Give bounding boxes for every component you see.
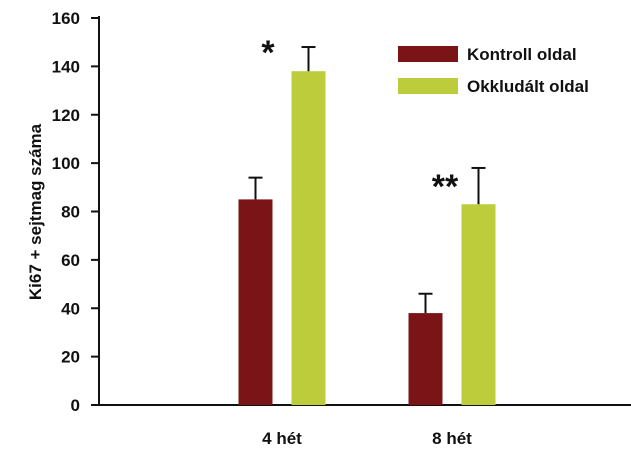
y-tick-label: 80 bbox=[61, 203, 80, 222]
y-tick-label: 40 bbox=[61, 299, 80, 318]
y-tick-label: 20 bbox=[61, 348, 80, 367]
significance-marker: * bbox=[261, 34, 275, 72]
y-tick-label: 120 bbox=[52, 106, 80, 125]
legend-swatch-kontroll bbox=[398, 46, 458, 62]
bar bbox=[238, 199, 273, 405]
legend-label-kontroll: Kontroll oldal bbox=[467, 45, 577, 64]
x-tick-label: 4 hét bbox=[262, 429, 302, 448]
bar bbox=[461, 204, 496, 405]
y-tick-label: 160 bbox=[52, 9, 80, 28]
bar bbox=[291, 71, 326, 406]
y-tick-label: 0 bbox=[71, 396, 80, 415]
legend-swatch-okkludalt bbox=[398, 78, 458, 94]
legend-label-okkludalt: Okkludált oldal bbox=[467, 77, 589, 96]
y-tick-label: 100 bbox=[52, 154, 80, 173]
y-tick-label: 140 bbox=[52, 57, 80, 76]
x-tick-label: 8 hét bbox=[432, 429, 472, 448]
y-tick-label: 60 bbox=[61, 251, 80, 270]
significance-marker: ** bbox=[432, 168, 459, 206]
bar bbox=[408, 313, 443, 405]
y-axis-title: Ki67 + sejtmag száma bbox=[26, 123, 45, 300]
legend: Kontroll oldal Okkludált oldal bbox=[398, 45, 589, 96]
